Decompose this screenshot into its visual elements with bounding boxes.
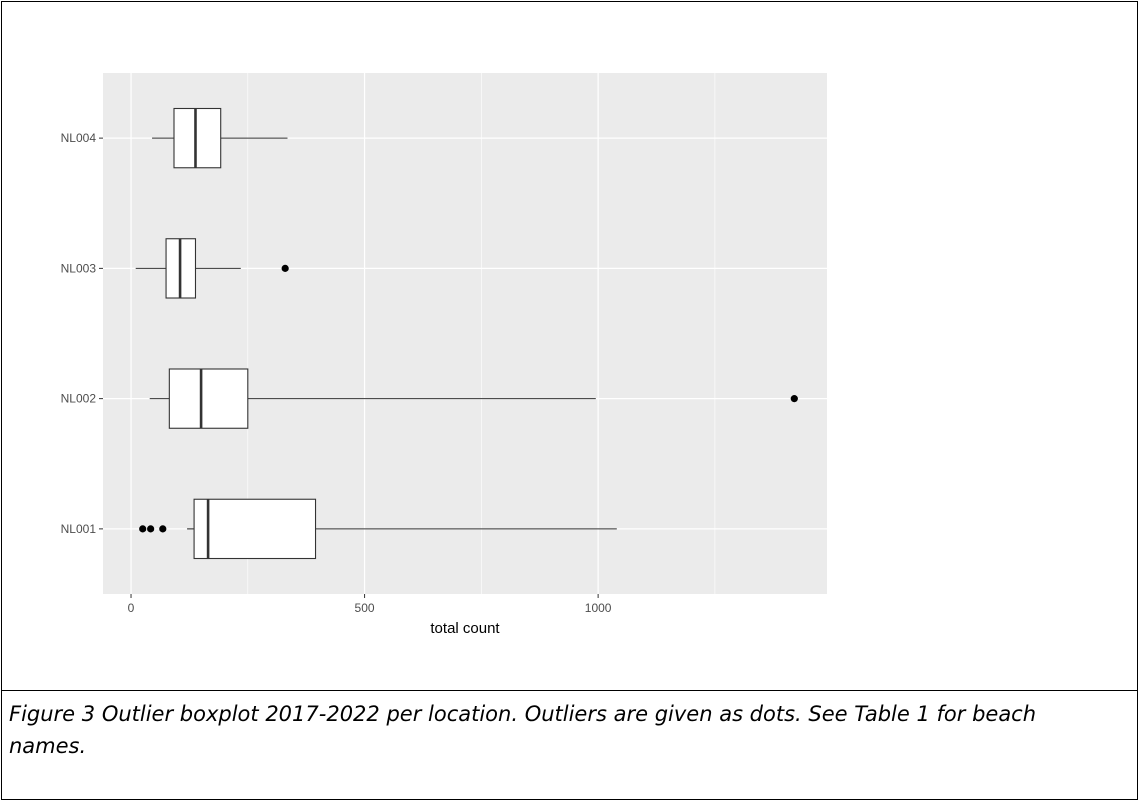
outlier-point	[139, 525, 147, 533]
figure-caption: Figure 3 Outlier boxplot 2017-2022 per l…	[9, 702, 1037, 758]
caption-divider	[1, 690, 1138, 691]
y-axis: NL001 NL002 NL003 NL004	[61, 131, 103, 536]
x-axis: 0 500 1000	[128, 594, 612, 615]
y-tick-label: NL002	[61, 392, 97, 406]
box-iqr	[193, 498, 317, 560]
box-nl002	[149, 368, 798, 429]
box-nl001	[139, 498, 617, 560]
x-tick-label: 0	[128, 601, 135, 615]
outlier-point	[159, 525, 167, 533]
outlier-point	[790, 395, 798, 403]
boxes-layer	[135, 107, 798, 560]
x-tick-label: 1000	[585, 601, 612, 615]
x-tick-label: 500	[355, 601, 375, 615]
outlier-point	[281, 264, 289, 272]
x-axis-title: total count	[430, 620, 500, 637]
boxplot-chart: NL001 NL002 NL003 NL004 0 500 1000 total coun…	[61, 73, 827, 637]
box-iqr	[168, 368, 249, 429]
outlier-point	[147, 525, 155, 533]
y-tick-label: NL001	[61, 522, 97, 536]
box-nl003	[135, 238, 289, 299]
box-nl004	[152, 107, 288, 169]
y-tick-label: NL003	[61, 261, 97, 275]
y-tick-label: NL004	[61, 131, 97, 145]
box-iqr	[173, 107, 222, 169]
